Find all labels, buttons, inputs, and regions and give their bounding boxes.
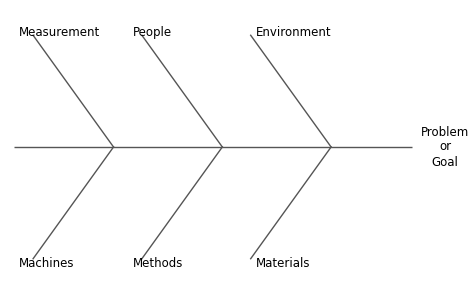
Text: Methods: Methods (132, 258, 183, 270)
Text: Materials: Materials (255, 258, 310, 270)
Text: People: People (132, 26, 172, 39)
Text: Problem
or
Goal: Problem or Goal (421, 126, 469, 168)
Text: Environment: Environment (255, 26, 331, 39)
Text: Machines: Machines (19, 258, 74, 270)
Text: Measurement: Measurement (19, 26, 100, 39)
